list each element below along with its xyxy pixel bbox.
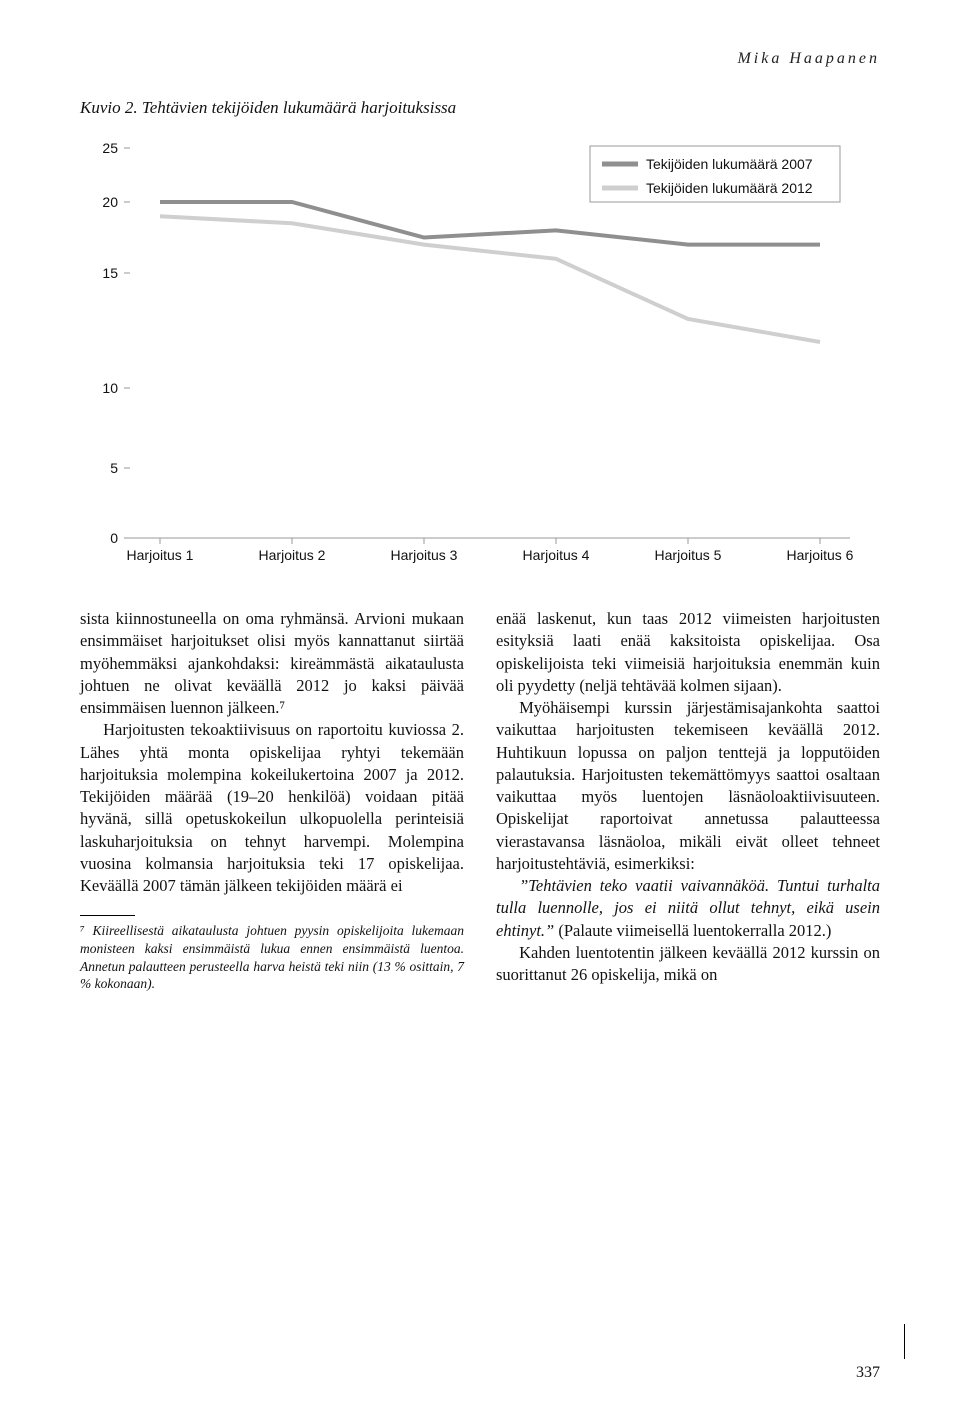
body-text: sista kiinnostuneella on oma ryhmänsä. A… <box>80 608 880 993</box>
svg-text:Harjoitus 3: Harjoitus 3 <box>391 547 458 563</box>
page-number: 337 <box>856 1364 880 1382</box>
line-chart: 0 5 10 15 20 25 Harjoitus 1 Harjoitus 2 Harjoitu… <box>80 128 880 568</box>
svg-text:10: 10 <box>102 380 118 396</box>
chart-container: 0 5 10 15 20 25 Harjoitus 1 Harjoitus 2 Harjoitu… <box>80 128 880 568</box>
paragraph: Kahden luentotentin jälkeen keväällä 201… <box>496 942 880 987</box>
svg-text:15: 15 <box>102 265 118 281</box>
svg-text:Tekijöiden lukumäärä 2012: Tekijöiden lukumäärä 2012 <box>646 180 813 196</box>
svg-text:0: 0 <box>110 530 118 546</box>
quote-attribution: (Palaute viimeisellä luentokerralla 2012… <box>554 921 831 940</box>
paragraph: sista kiinnostuneella on oma ryhmänsä. A… <box>80 608 464 719</box>
page: Mika Haapanen Kuvio 2. Tehtävien tekijöi… <box>0 0 960 1417</box>
svg-text:Tekijöiden lukumäärä 2007: Tekijöiden lukumäärä 2007 <box>646 156 813 172</box>
figure-caption: Kuvio 2. Tehtävien tekijöiden lukumäärä … <box>80 98 880 118</box>
running-head: Mika Haapanen <box>80 50 880 68</box>
svg-text:Harjoitus 2: Harjoitus 2 <box>259 547 326 563</box>
quote-paragraph: ”Tehtävien teko vaatii vaivannäköä. Tunt… <box>496 875 880 942</box>
page-number-rule <box>904 1324 905 1359</box>
svg-text:Harjoitus 1: Harjoitus 1 <box>127 547 194 563</box>
footnote-separator <box>80 915 135 916</box>
svg-text:Harjoitus 4: Harjoitus 4 <box>523 547 590 563</box>
svg-text:Harjoitus 5: Harjoitus 5 <box>655 547 722 563</box>
svg-text:Harjoitus 6: Harjoitus 6 <box>787 547 854 563</box>
svg-text:20: 20 <box>102 194 118 210</box>
paragraph: enää laskenut, kun taas 2012 viimeisten … <box>496 608 880 697</box>
paragraph: Myöhäisempi kurssin järjestämisajankohta… <box>496 697 880 875</box>
paragraph: Harjoitusten tekoaktiivisuus on raportoi… <box>80 719 464 897</box>
footnote: ⁷ Kiireellisestä aikataulusta johtuen py… <box>80 922 464 992</box>
svg-text:5: 5 <box>110 460 118 476</box>
svg-text:25: 25 <box>102 140 118 156</box>
